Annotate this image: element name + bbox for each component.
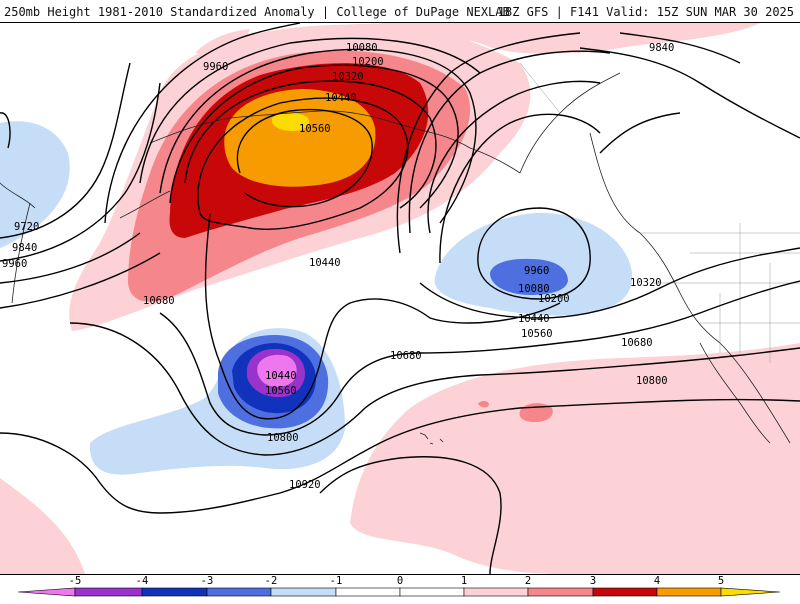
contour-10080-core — [159, 48, 477, 224]
shade-p5 — [271, 112, 310, 131]
colorbar-label-m3: -3 — [201, 575, 214, 587]
label-10200-e: 10200 — [538, 293, 570, 305]
contour-west-3 — [0, 232, 141, 284]
label-10800-e: 10800 — [636, 375, 668, 387]
swatch-p5-tip — [720, 587, 781, 597]
swatch-0 — [399, 587, 465, 597]
contour-10560-trough — [159, 280, 800, 436]
contour-10800 — [0, 398, 800, 514]
colorbar-label-p1: 1 — [461, 575, 467, 587]
contour-10320-east — [408, 50, 611, 234]
label-10440-e: 10440 — [518, 313, 550, 325]
label-9840-ne: 9840 — [649, 42, 674, 54]
shade-p1-south — [350, 343, 800, 574]
contour-9960-east — [477, 207, 591, 300]
swatch-m5-tip — [17, 587, 76, 597]
contour-10440-trough — [204, 212, 561, 420]
label-10560-e: 10560 — [521, 328, 553, 340]
label-10080-nw: 10080 — [346, 42, 378, 54]
shade-m5-south — [257, 354, 297, 387]
colorbar-label-p2: 2 — [525, 575, 531, 587]
shade-m1-west — [0, 121, 70, 248]
contour-9840-northeast — [579, 47, 800, 139]
label-10680-mid: 10680 — [390, 350, 422, 362]
colorbar-swatches — [17, 587, 781, 597]
label-10320-e: 10320 — [630, 277, 662, 289]
label-10800-low: 10800 — [267, 432, 299, 444]
colorbar-label-m4: -4 — [136, 575, 149, 587]
contour-west-5 — [0, 112, 11, 149]
label-10560-nw: 10560 — [299, 123, 331, 135]
swatch-p4 — [656, 587, 722, 597]
colorbar-label-m1: -1 — [330, 575, 343, 587]
label-10320-nw: 10320 — [332, 71, 364, 83]
colorbar-label-0: 0 — [397, 575, 403, 587]
colorbar-label-m5: -5 — [69, 575, 82, 587]
swatch-m3 — [206, 587, 272, 597]
label-10680-e: 10680 — [621, 337, 653, 349]
map-title: 250mb Height 1981-2010 Standardized Anom… — [4, 5, 510, 19]
swatch-p1 — [463, 587, 529, 597]
borders — [519, 62, 800, 363]
contour-10920 — [319, 456, 502, 574]
anomaly-shading — [0, 23, 800, 574]
label-9720-w: 9720 — [14, 221, 39, 233]
contour-10680 — [69, 322, 800, 456]
contour-ne-3 — [599, 112, 681, 154]
header: 250mb Height 1981-2010 Standardized Anom… — [0, 0, 800, 22]
label-10440-low: 10440 — [265, 370, 297, 382]
label-10440-mid: 10440 — [309, 257, 341, 269]
contour-west-4 — [0, 252, 161, 309]
shade-p1-topleft — [195, 29, 250, 53]
contour-10200-east — [427, 80, 601, 234]
swatch-p2 — [527, 587, 594, 597]
swatch-m4 — [141, 587, 208, 597]
label-9960-e: 9960 — [524, 265, 549, 277]
label-10560-low: 10560 — [265, 385, 297, 397]
contour-ne-2 — [619, 32, 741, 64]
run-info: 18Z GFS | F141 Valid: 15Z SUN MAR 30 202… — [497, 5, 794, 19]
shade-m2-east — [490, 258, 568, 295]
shade-p1-southwest — [0, 478, 85, 574]
swatch-m5 — [74, 587, 143, 597]
colorbar-label-p4: 4 — [654, 575, 660, 587]
colorbar-labels: -5 -4 -3 -2 -1 0 1 2 3 4 5 — [69, 575, 724, 587]
contour-ridge-lower — [419, 247, 800, 319]
contour-10200-core — [169, 64, 459, 209]
anomaly-map: 10080 10200 10320 10440 10560 9960 9840 … — [0, 22, 800, 575]
shade-p2-south-dot — [478, 401, 489, 408]
contour-west-1 — [0, 62, 131, 239]
contour-10320-core — [184, 80, 437, 209]
colorbar-label-m2: -2 — [265, 575, 278, 587]
colorbar-label-p5: 5 — [718, 575, 724, 587]
contour-10560-core — [236, 108, 373, 208]
contour-10440-east — [396, 32, 581, 254]
label-10080-e: 10080 — [518, 283, 550, 295]
contour-9840-nw — [104, 23, 301, 224]
label-9960-nw: 9960 — [203, 61, 228, 73]
contour-10080-east — [439, 113, 601, 264]
swatch-m1 — [335, 587, 401, 597]
height-contours — [0, 23, 800, 574]
contour-9960-nw — [139, 37, 481, 184]
colorbar: -5 -4 -3 -2 -1 0 1 2 3 4 5 — [0, 575, 800, 600]
label-9840-w: 9840 — [12, 242, 37, 254]
contour-west-2 — [0, 82, 161, 262]
label-10440-nw: 10440 — [325, 92, 357, 104]
swatch-m2 — [270, 587, 337, 597]
colorbar-label-p3: 3 — [590, 575, 596, 587]
swatch-p3 — [592, 587, 658, 597]
label-10200-nw: 10200 — [352, 56, 384, 68]
label-10920: 10920 — [289, 479, 321, 491]
shade-p1-northeast — [380, 23, 760, 54]
contour-labels: 10080 10200 10320 10440 10560 9960 9840 … — [2, 42, 674, 491]
label-10680-w: 10680 — [143, 295, 175, 307]
label-9960-w: 9960 — [2, 258, 27, 270]
